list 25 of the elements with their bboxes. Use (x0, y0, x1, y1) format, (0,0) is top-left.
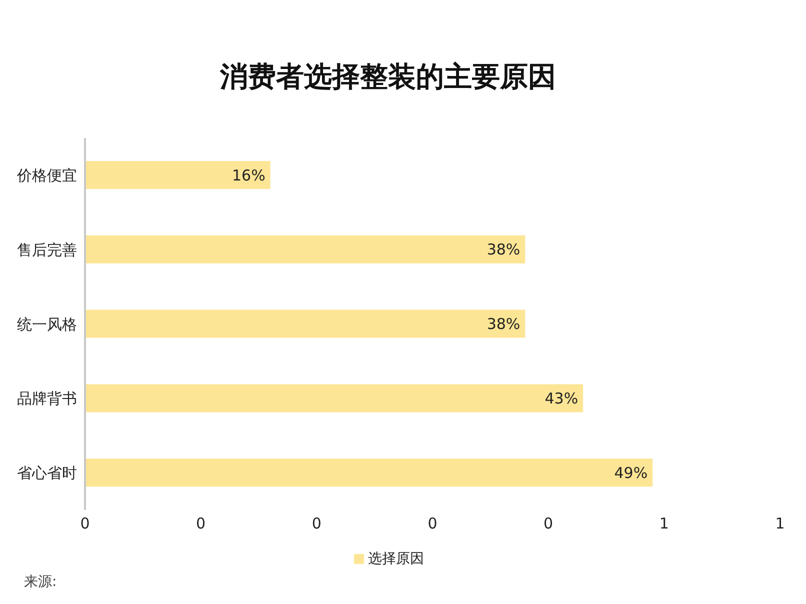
source-note: 来源: (24, 573, 57, 591)
legend-label: 选择原因 (368, 551, 424, 567)
data-label: 43% (544, 390, 578, 408)
x-tick-label: 0 (196, 514, 206, 533)
bar (85, 235, 526, 264)
data-label: 38% (486, 240, 520, 259)
x-tick-label: 0 (312, 514, 322, 533)
bar (85, 310, 526, 338)
y-tick-label: 省心省时 (17, 464, 77, 482)
x-tick-label: 0 (544, 514, 554, 533)
x-tick-label: 1 (659, 514, 669, 533)
y-tick-label: 售后完善 (17, 240, 77, 259)
data-label: 16% (232, 166, 266, 184)
y-tick-label: 品牌背书 (17, 390, 77, 408)
x-tick-label: 1 (775, 514, 785, 533)
data-label: 49% (614, 464, 648, 482)
bar (85, 384, 584, 412)
y-tick-label: 统一风格 (17, 315, 77, 334)
data-label: 38% (486, 315, 520, 334)
x-tick-label: 0 (428, 514, 438, 533)
bar (85, 161, 270, 189)
bar (85, 458, 653, 487)
chart-title: 消费者选择整装的主要原因 (218, 59, 557, 95)
x-tick-label: 0 (80, 514, 90, 533)
y-tick-label: 价格便宜 (16, 166, 77, 185)
